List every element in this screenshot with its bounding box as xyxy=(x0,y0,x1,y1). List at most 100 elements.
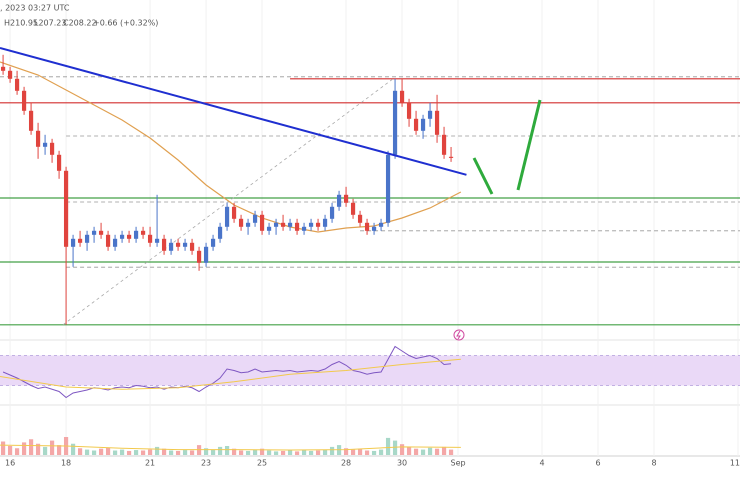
volume-bar xyxy=(91,450,97,455)
volume-bar xyxy=(77,448,83,455)
candle-body xyxy=(434,110,440,135)
candle-body xyxy=(168,242,174,251)
candle-body xyxy=(77,238,83,243)
volume-bar xyxy=(70,443,76,455)
candle-body xyxy=(189,242,195,251)
candle-body xyxy=(119,234,125,239)
volume-bar xyxy=(399,444,405,455)
volume-bar xyxy=(259,448,265,455)
plot: 16 18 21 23 25 28 30 Sep 4 6 8 11 xyxy=(0,0,740,468)
volume-bar xyxy=(35,443,41,455)
volume-bar xyxy=(273,451,279,455)
volume-bar xyxy=(364,450,370,455)
candle-body xyxy=(238,218,244,227)
candle-body xyxy=(231,206,237,219)
candle-body xyxy=(357,214,363,223)
event-icon-bolt xyxy=(456,330,461,340)
volume-bar xyxy=(287,450,293,455)
candle-body xyxy=(147,234,153,243)
candle-body xyxy=(175,242,181,247)
candle-body xyxy=(392,90,398,155)
volume-bar xyxy=(7,446,13,455)
x-tick-label: 30 xyxy=(397,459,407,468)
candle-body xyxy=(301,226,307,231)
candle-body xyxy=(224,206,230,227)
candle-body xyxy=(21,90,27,111)
volume-bar xyxy=(189,450,195,455)
volume-ma xyxy=(0,444,461,451)
volume-bar xyxy=(175,450,181,455)
volume-bar xyxy=(420,449,426,455)
candle-body xyxy=(441,134,447,155)
volume-bar xyxy=(42,446,48,455)
volume-bar xyxy=(231,448,237,455)
candle-body xyxy=(49,142,55,155)
x-tick-label: 23 xyxy=(201,459,211,468)
volume-bar xyxy=(406,446,412,455)
volume-bar xyxy=(392,440,398,455)
candle-body xyxy=(420,118,426,131)
volume-bar xyxy=(245,450,251,455)
volume-bar xyxy=(448,449,454,455)
candle-body xyxy=(154,238,160,243)
candle-body xyxy=(42,142,48,147)
volume-bar xyxy=(357,448,363,455)
volume-bar xyxy=(126,450,132,455)
volume-bar xyxy=(280,450,286,455)
volume-bar xyxy=(434,448,440,455)
volume-bar xyxy=(105,447,111,455)
candle-body xyxy=(196,250,202,263)
volume-bar xyxy=(21,442,27,455)
candle-body xyxy=(294,222,300,231)
header-high: H210.95 xyxy=(4,19,38,28)
x-tick-label: 25 xyxy=(257,459,267,468)
volume-bar xyxy=(329,446,335,455)
candle-body xyxy=(112,238,118,247)
volume-bar xyxy=(308,450,314,455)
volume-bar xyxy=(98,448,104,455)
candle-body xyxy=(273,222,279,227)
candle-body xyxy=(350,202,356,215)
candle-body xyxy=(259,214,265,231)
volume-bar xyxy=(210,449,216,455)
candle-body xyxy=(399,90,405,103)
candle-body xyxy=(217,226,223,239)
candle-body xyxy=(413,118,419,131)
x-tick-label: 16 xyxy=(5,459,15,468)
volume-bar xyxy=(294,451,300,455)
candle-body xyxy=(245,222,251,227)
event-icon[interactable] xyxy=(453,329,465,341)
candle-body xyxy=(98,230,104,235)
rsi-line xyxy=(2,345,452,399)
volume-bar xyxy=(413,448,419,455)
volume-bar xyxy=(238,450,244,455)
candle-body xyxy=(126,234,132,239)
volume-bar xyxy=(28,439,34,455)
candle-body xyxy=(364,222,370,231)
candle-body xyxy=(371,226,377,231)
volume-bar xyxy=(140,450,146,455)
volume-bar xyxy=(203,448,209,455)
volume-bar xyxy=(168,450,174,455)
volume-bar xyxy=(112,450,118,455)
candle-body xyxy=(378,222,384,227)
candle-body xyxy=(203,246,209,263)
header-change: +0.66 (+0.32%) xyxy=(93,19,158,28)
volume-bar xyxy=(119,449,125,455)
volume-bar xyxy=(161,448,167,455)
candle-body xyxy=(35,130,41,147)
candle-body xyxy=(210,238,216,247)
volume-bar xyxy=(350,449,356,455)
candle-body xyxy=(182,242,188,247)
candle-body xyxy=(56,154,62,171)
volume-bar xyxy=(49,440,55,455)
volume-bar xyxy=(0,441,6,455)
projection-arrow xyxy=(516,99,542,191)
rsi-ma xyxy=(0,358,461,390)
volume-bar xyxy=(147,449,153,455)
candle-body xyxy=(329,206,335,219)
volume-bar xyxy=(133,450,139,455)
rsi-band xyxy=(0,355,740,386)
